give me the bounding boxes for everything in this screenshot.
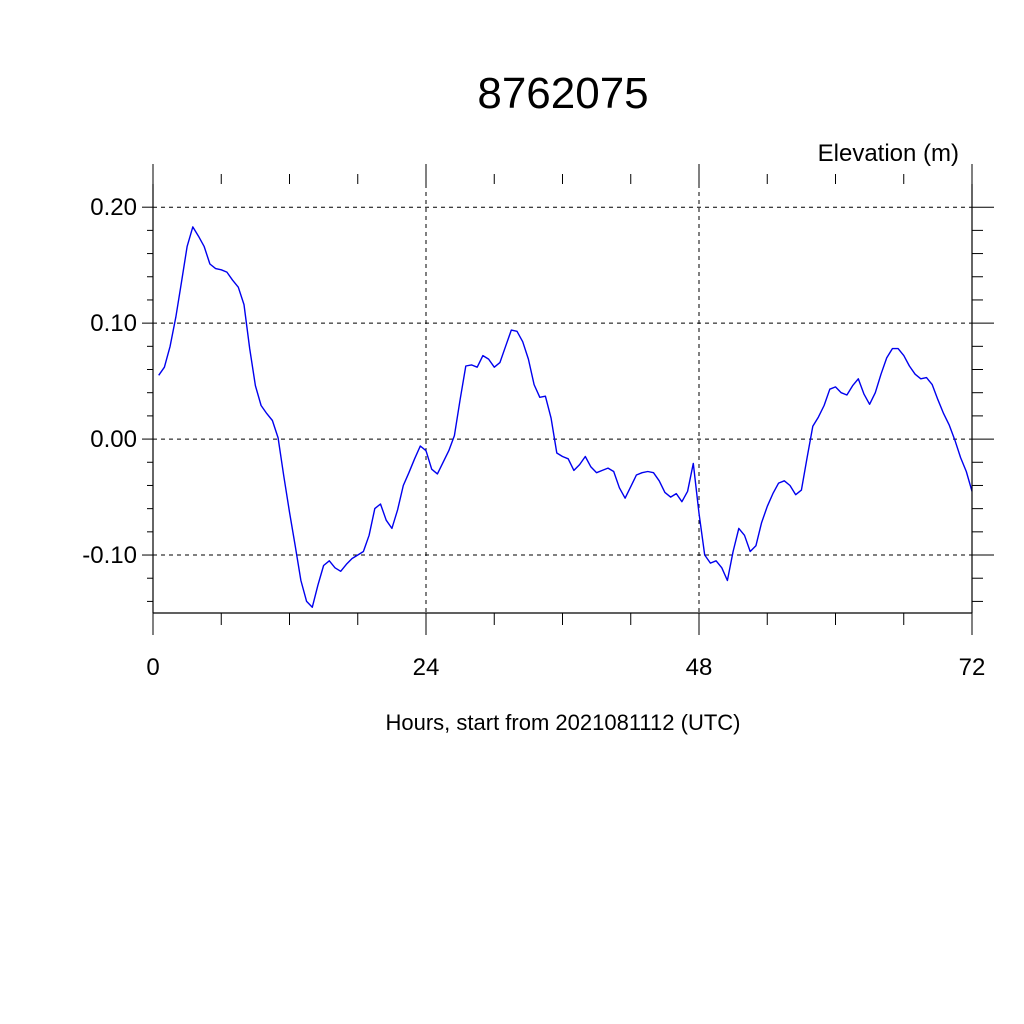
series-layer [158, 226, 973, 608]
x-tick-label: 72 [959, 654, 986, 681]
axes [142, 164, 994, 635]
y-tick-label: 0.00 [90, 426, 137, 453]
y-axis-label: Elevation (m) [818, 140, 959, 167]
grid-lines [153, 184, 972, 613]
chart-title: 8762075 [477, 69, 648, 118]
x-axis-label: Hours, start from 2021081112 (UTC) [386, 710, 741, 735]
tick-labels: -0.10 0.00 0.10 0.20 0 24 48 72 [82, 194, 985, 681]
minor-ticks [147, 174, 983, 625]
y-tick-label: 0.10 [90, 310, 137, 337]
y-tick-label: -0.10 [82, 542, 137, 569]
x-tick-label: 24 [413, 654, 440, 681]
x-tick-label: 48 [686, 654, 713, 681]
y-tick-label: 0.20 [90, 194, 137, 221]
elevation-series-line [158, 226, 973, 608]
x-tick-label: 0 [146, 654, 159, 681]
